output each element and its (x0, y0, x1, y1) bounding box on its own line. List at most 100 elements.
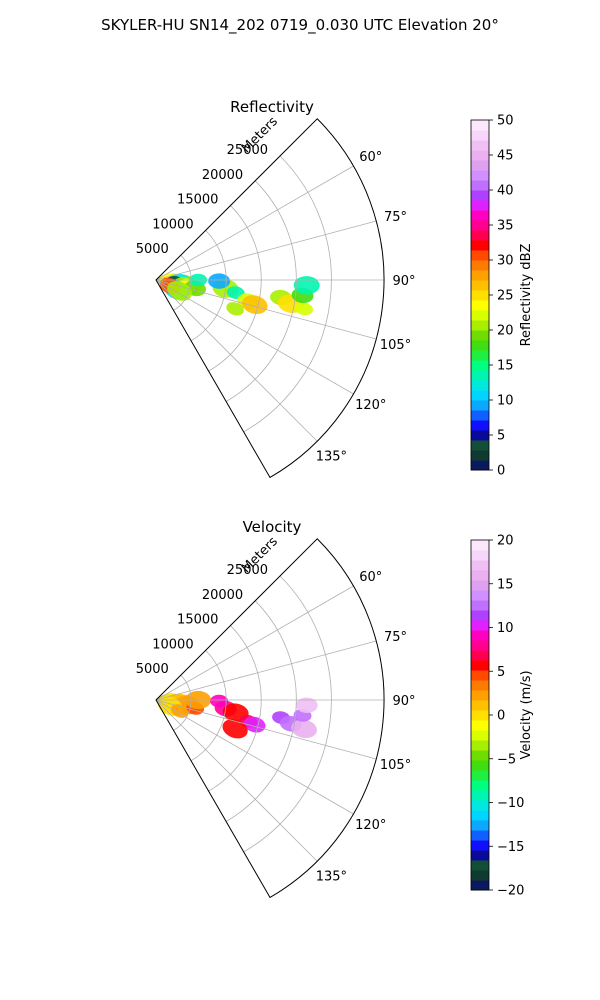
range-tick-label: 20000 (202, 168, 243, 183)
range-ring (208, 205, 262, 372)
colorbar-swatch (471, 140, 489, 151)
colorbar-swatch (471, 390, 489, 401)
colorbar-swatch (471, 150, 489, 161)
azimuth-tick-label: 135° (316, 449, 347, 464)
colorbar-swatch (471, 260, 489, 271)
colorbar-swatch (471, 770, 489, 781)
velocity-panel: Velocity 60° 75° 90° 105° 120° 135° 5000 10000 15… (0, 500, 600, 920)
reflectivity-panel: Reflectivity 60° 75° 90° 105° 120° 135° 5000 100… (0, 80, 600, 500)
colorbar-tick-label: 25 (497, 289, 514, 304)
echo-cell (208, 273, 231, 289)
colorbar-swatch (471, 380, 489, 391)
colorbar-tick-label: −15 (497, 840, 524, 855)
azimuth-gridline (155, 279, 318, 442)
colorbar-swatch (471, 760, 489, 771)
colorbar-swatch (471, 570, 489, 581)
colorbar-swatch (471, 880, 489, 891)
colorbar-swatch (471, 280, 489, 291)
azimuth-gridline (155, 699, 318, 862)
colorbar-tick-label: 35 (497, 219, 514, 234)
colorbar-tick-label: 0 (497, 709, 505, 724)
colorbar-swatch (471, 740, 489, 751)
range-tick-label: 5000 (136, 662, 169, 677)
azimuth-tick-label: 135° (316, 869, 347, 884)
chart-title: Reflectivity (230, 98, 314, 116)
colorbar-swatch (471, 860, 489, 871)
colorbar-swatch (471, 590, 489, 601)
echo-cell (243, 716, 266, 733)
colorbar-swatch (471, 270, 489, 281)
colorbar-swatch (471, 600, 489, 611)
chart-title: Velocity (243, 518, 302, 536)
azimuth-tick-label: 90° (392, 274, 415, 289)
colorbar-tick-label: 5 (497, 429, 505, 444)
colorbar-swatch (471, 810, 489, 821)
colorbar-swatch (471, 370, 489, 381)
echo-cell (210, 694, 229, 708)
colorbar-swatch (471, 170, 489, 181)
colorbar-swatch (471, 120, 489, 131)
colorbar-swatch (471, 830, 489, 841)
colorbar-label: Velocity (m/s) (519, 670, 534, 759)
azimuth-gridline (155, 165, 354, 281)
colorbar-tick-label: 10 (497, 621, 514, 636)
colorbar-swatch (471, 460, 489, 471)
colorbar-swatch (471, 540, 489, 551)
colorbar-swatch (471, 220, 489, 231)
colorbar-swatch (471, 820, 489, 831)
azimuth-tick-label: 105° (380, 338, 411, 353)
range-ring (190, 650, 227, 762)
colorbar-swatch (471, 660, 489, 671)
range-tick-label: 5000 (136, 242, 169, 257)
colorbar-swatch (471, 580, 489, 591)
colorbar-swatch (471, 560, 489, 571)
colorbar-swatch (471, 350, 489, 361)
colorbar-swatch (471, 650, 489, 661)
colorbar-tick-label: 40 (497, 184, 514, 199)
colorbar-tick-label: 30 (497, 254, 514, 269)
colorbar-swatch (471, 790, 489, 801)
range-ring (173, 674, 192, 731)
range-ring (243, 155, 332, 433)
colorbar-tick-label: 15 (497, 359, 514, 374)
colorbar-swatch (471, 710, 489, 721)
colorbar-swatch (471, 720, 489, 731)
colorbar-tick-label: 50 (497, 114, 514, 129)
colorbar-swatch (471, 160, 489, 171)
colorbar-swatch (471, 210, 489, 221)
range-ring (190, 230, 227, 342)
reflectivity-plot: Reflectivity60°75°90°105°120°135°5000100… (136, 98, 534, 479)
colorbar-swatch (471, 750, 489, 761)
range-ring (173, 254, 192, 311)
colorbar-swatch (471, 360, 489, 371)
azimuth-gridline (155, 640, 377, 701)
range-tick-label: 15000 (177, 193, 218, 208)
colorbar-tick-label: 15 (497, 577, 514, 592)
sector-outline (155, 118, 385, 479)
range-ring (208, 625, 262, 792)
colorbar-swatch (471, 840, 489, 851)
range-tick-label: 20000 (202, 588, 243, 603)
colorbar-swatch (471, 330, 489, 341)
colorbar-swatch (471, 610, 489, 621)
echo-cell (241, 295, 268, 314)
echo-cell (293, 276, 320, 295)
colorbar-swatch (471, 430, 489, 441)
colorbar-swatch (471, 670, 489, 681)
colorbar-swatch (471, 180, 489, 191)
colorbar-tick-label: −10 (497, 796, 524, 811)
azimuth-gridline (155, 585, 354, 701)
azimuth-gridline (155, 279, 354, 395)
colorbar-swatch (471, 800, 489, 811)
colorbar-tick-label: −20 (497, 884, 524, 899)
colorbar-swatch (471, 640, 489, 651)
colorbar-swatch (471, 730, 489, 741)
colorbar-swatch (471, 240, 489, 251)
colorbar-swatch (471, 450, 489, 461)
colorbar-label: Reflectivity dBZ (519, 244, 534, 347)
azimuth-tick-label: 90° (392, 694, 415, 709)
colorbar-swatch (471, 200, 489, 211)
range-tick-label: 25000 (227, 143, 268, 158)
echo-cell (226, 302, 244, 316)
colorbar-tick-label: 5 (497, 665, 505, 680)
